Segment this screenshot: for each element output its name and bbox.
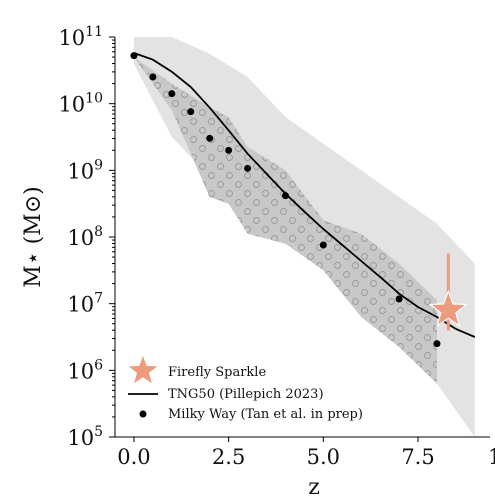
legend-dot-icon [139, 410, 147, 418]
y-tick-label: 109 [67, 157, 103, 183]
y-tick-label: 106 [67, 357, 103, 383]
milky-way-point [206, 134, 214, 142]
legend-label-tng50: TNG50 (Pillepich 2023) [168, 387, 324, 402]
x-axis-label: z [308, 475, 320, 500]
milky-way-point [319, 241, 327, 249]
milky-way-point [149, 73, 157, 81]
milky-way-point [168, 90, 176, 98]
x-tick-label: 0.0 [117, 445, 150, 469]
firefly-sparkle-star [428, 289, 469, 328]
milky-way-point [281, 192, 289, 200]
milky-way-point [130, 52, 138, 60]
y-ticks: 105 106 107 108 109 1010 1011 [58, 24, 115, 450]
y-tick-label: 1011 [58, 24, 103, 50]
x-ticks: 0.0 2.5 5.0 7.5 1 [117, 437, 495, 469]
x-tick-label: 7.5 [401, 445, 434, 469]
y-tick-label: 105 [67, 424, 103, 450]
legend-label-firefly: Firefly Sparkle [168, 365, 266, 380]
x-tick-label: 5.0 [307, 445, 340, 469]
milky-way-point [244, 164, 252, 172]
milky-way-point [187, 108, 195, 116]
y-tick-label: 1010 [58, 91, 103, 117]
legend: Firefly Sparkle TNG50 (Pillepich 2023) M… [128, 356, 363, 422]
y-tick-label: 108 [67, 224, 103, 250]
y-tick-label: 107 [67, 291, 103, 317]
legend-star-icon [128, 356, 158, 384]
x-tick-label: 2.5 [212, 445, 245, 469]
plot-area [130, 37, 476, 437]
x-tick-label: 1 [488, 445, 495, 469]
milky-way-point [225, 146, 233, 154]
milky-way-point [433, 340, 441, 348]
legend-label-milky-way: Milky Way (Tan et al. in prep) [168, 407, 363, 422]
y-axis-label: M⋆ (M⊙) [21, 186, 46, 287]
milky-way-points [130, 52, 441, 348]
tng50-line [133, 52, 476, 338]
milky-way-point [395, 295, 403, 303]
